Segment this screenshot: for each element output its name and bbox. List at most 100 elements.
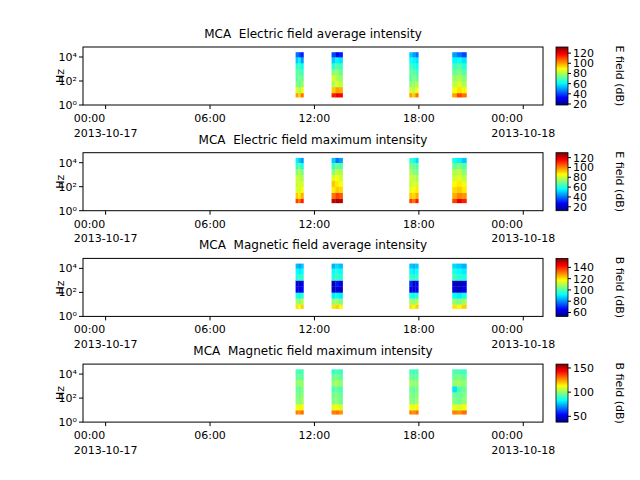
cell bbox=[412, 169, 415, 175]
colorbar-tick bbox=[568, 206, 571, 207]
cell bbox=[301, 392, 304, 398]
cell bbox=[332, 274, 336, 280]
cell bbox=[296, 93, 299, 97]
cell bbox=[457, 268, 462, 274]
panel-title: MCA Electric field maximum intensity bbox=[199, 133, 428, 147]
cell bbox=[457, 175, 462, 181]
cell bbox=[339, 398, 343, 404]
cell bbox=[301, 268, 304, 274]
cell bbox=[415, 369, 418, 374]
colorbar-tick bbox=[568, 301, 571, 302]
cell bbox=[335, 392, 339, 398]
cell bbox=[335, 264, 339, 269]
cell bbox=[301, 181, 304, 187]
cell bbox=[462, 57, 467, 63]
x-tick-label: 18:00 bbox=[403, 323, 435, 336]
x-tick bbox=[418, 422, 419, 426]
cell bbox=[335, 398, 339, 404]
cell bbox=[298, 268, 301, 274]
colorbar-tick bbox=[568, 63, 571, 64]
cell bbox=[462, 404, 467, 410]
y-tick bbox=[79, 80, 83, 81]
cell bbox=[409, 264, 412, 269]
cell bbox=[335, 374, 339, 380]
cell bbox=[296, 286, 299, 292]
cell bbox=[339, 87, 343, 93]
cell bbox=[296, 274, 299, 280]
cell bbox=[298, 280, 301, 286]
cell bbox=[339, 392, 343, 398]
cell bbox=[332, 63, 336, 69]
cell bbox=[415, 274, 418, 280]
cell bbox=[332, 304, 336, 308]
cell bbox=[332, 69, 336, 75]
cell bbox=[339, 374, 343, 380]
cell bbox=[296, 69, 299, 75]
cell bbox=[452, 52, 457, 57]
cell bbox=[415, 199, 418, 203]
x-tick-label-line: 18:00 bbox=[403, 429, 435, 442]
cell bbox=[296, 404, 299, 410]
cell bbox=[462, 87, 467, 93]
cell bbox=[412, 163, 415, 169]
cell bbox=[332, 199, 336, 203]
colorbar-tick bbox=[568, 53, 571, 54]
cell bbox=[335, 81, 339, 87]
cell bbox=[332, 264, 336, 269]
cell bbox=[412, 75, 415, 81]
cell bbox=[335, 410, 339, 414]
cell bbox=[452, 298, 457, 304]
x-tick-label-line: 2013-10-18 bbox=[491, 232, 555, 245]
cell bbox=[462, 286, 467, 292]
cell bbox=[409, 286, 412, 292]
cell bbox=[409, 386, 412, 392]
x-tick-label-line: 00:00 bbox=[74, 218, 106, 231]
cell bbox=[335, 169, 339, 175]
colorbar-tick-label: 100 bbox=[573, 386, 594, 399]
cell bbox=[298, 298, 301, 304]
cell bbox=[412, 392, 415, 398]
cell bbox=[298, 169, 301, 175]
colorbar-tick bbox=[568, 312, 571, 313]
x-tick-label-line: 00:00 bbox=[491, 112, 523, 125]
cell bbox=[339, 181, 343, 187]
cell bbox=[462, 169, 467, 175]
x-tick-label: 18:00 bbox=[403, 112, 435, 125]
colorbar-title: B field (dB) bbox=[613, 362, 626, 423]
cell bbox=[462, 181, 467, 187]
x-tick-label: 12:00 bbox=[299, 323, 331, 336]
cell bbox=[296, 292, 299, 298]
cell bbox=[457, 274, 462, 280]
x-tick-label: 12:00 bbox=[299, 218, 331, 231]
cell bbox=[452, 374, 457, 380]
cell bbox=[296, 187, 299, 193]
cell bbox=[462, 280, 467, 286]
cell bbox=[332, 386, 336, 392]
cell bbox=[332, 404, 336, 410]
cell bbox=[412, 199, 415, 203]
cell bbox=[412, 374, 415, 380]
cell bbox=[412, 87, 415, 93]
cell bbox=[462, 175, 467, 181]
cell bbox=[457, 163, 462, 169]
cell bbox=[339, 404, 343, 410]
cell bbox=[415, 410, 418, 414]
cell bbox=[415, 187, 418, 193]
cell bbox=[332, 392, 336, 398]
cell bbox=[301, 404, 304, 410]
cell bbox=[452, 193, 457, 199]
x-tick bbox=[314, 105, 315, 109]
cell bbox=[301, 298, 304, 304]
cell bbox=[332, 175, 336, 181]
cell bbox=[409, 158, 412, 163]
cell bbox=[301, 81, 304, 87]
x-tick-label-line: 18:00 bbox=[403, 323, 435, 336]
cell bbox=[457, 181, 462, 187]
cell bbox=[335, 199, 339, 203]
cell bbox=[415, 268, 418, 274]
cell bbox=[462, 81, 467, 87]
cell bbox=[298, 81, 301, 87]
cell bbox=[332, 280, 336, 286]
x-tick-label: 12:00 bbox=[299, 429, 331, 442]
x-tick-label-line: 00:00 bbox=[491, 218, 523, 231]
